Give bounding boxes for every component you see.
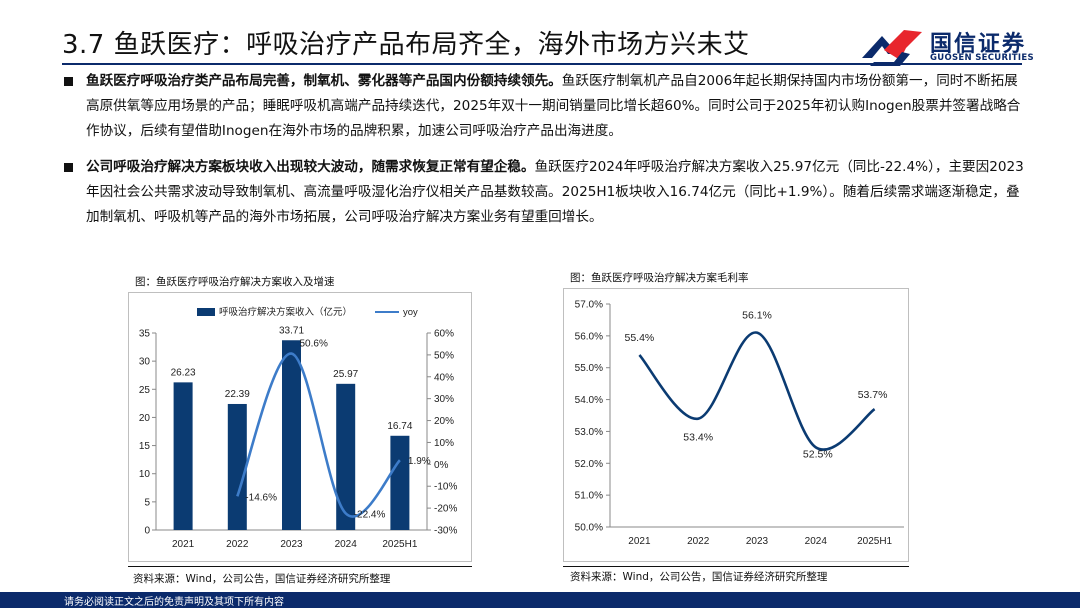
y-axis-tick-label: 52.0% xyxy=(575,459,603,470)
chart-1-source: 资料来源：Wind，公司公告，国信证券经济研究所整理 xyxy=(133,573,391,585)
chart-1-caption: 图：鱼跃医疗呼吸治疗解决方案收入及增速 xyxy=(135,276,335,288)
chart-1-source-rule xyxy=(128,566,472,567)
yoy-point-label: -22.4% xyxy=(354,509,386,520)
left-axis-tick-label: 30 xyxy=(139,357,151,368)
logo-name-en: GUOSEN SECURITIES xyxy=(930,53,1034,63)
yoy-line xyxy=(236,352,401,518)
x-axis-tick-label: 2023 xyxy=(746,536,769,547)
guosen-logo: 国信证券 GUOSEN SECURITIES xyxy=(860,24,1060,68)
revenue-bar-label: 16.74 xyxy=(387,421,412,432)
right-axis-tick-label: 30% xyxy=(434,394,454,405)
paragraph-1: 鱼跃医疗呼吸治疗类产品布局完善，制氧机、雾化器等产品国内份额持续领先。鱼跃医疗制… xyxy=(64,69,1024,144)
right-axis-tick-label: 20% xyxy=(434,416,454,427)
right-axis-tick-label: 0% xyxy=(434,460,449,471)
y-axis-tick-label: 57.0% xyxy=(575,300,603,311)
x-axis-tick-label: 2021 xyxy=(628,536,651,547)
right-axis-tick-label: 50% xyxy=(434,350,454,361)
revenue-bar xyxy=(282,340,301,530)
paragraph-2-lead: 公司呼吸治疗解决方案板块收入出现较大波动，随需求恢复正常有望企稳。 xyxy=(86,159,535,175)
gross-margin-point-label: 53.4% xyxy=(683,432,713,444)
revenue-bar xyxy=(336,383,356,530)
footer-disclaimer: 请务必阅读正文之后的免责声明及其项下所有内容 xyxy=(64,597,284,608)
revenue-bar-label: 26.23 xyxy=(171,367,196,378)
gross-margin-point-label: 53.7% xyxy=(858,389,888,401)
legend-line-label: yoy xyxy=(403,307,418,318)
y-axis-tick-label: 54.0% xyxy=(575,395,603,406)
left-axis-tick-label: 5 xyxy=(144,497,150,508)
revenue-bar-label: 33.71 xyxy=(279,325,304,336)
x-axis-tick-label: 2021 xyxy=(172,539,195,550)
revenue-bar xyxy=(390,435,410,530)
chart-2-frame xyxy=(563,288,909,562)
footer-bar: 请务必阅读正文之后的免责声明及其项下所有内容 xyxy=(0,592,1080,608)
revenue-bar xyxy=(173,382,193,530)
legend-bar-label: 呼吸治疗解决方案收入（亿元） xyxy=(219,306,352,318)
left-axis-tick-label: 25 xyxy=(139,385,151,396)
left-axis-tick-label: 15 xyxy=(139,441,151,452)
gross-margin-point-label: 55.4% xyxy=(625,332,655,344)
revenue-bar-label: 25.97 xyxy=(333,369,358,380)
x-axis-tick-label: 2025H1 xyxy=(382,539,417,550)
paragraph-1-body: 鱼跃医疗制氧机产品自2006年起长期保持国内市场份额第一，同时不断拓展高原供氧等… xyxy=(86,73,1021,139)
x-axis-tick-label: 2025H1 xyxy=(857,536,892,547)
revenue-bar-label: 22.39 xyxy=(225,389,250,400)
square-bullet-icon xyxy=(64,163,73,172)
right-axis-tick-label: -20% xyxy=(434,504,457,515)
x-axis-tick-label: 2024 xyxy=(805,536,828,547)
title-underline xyxy=(62,63,1022,65)
chart-1-svg: 呼吸治疗解决方案收入（亿元） yoy 0 5 10 15 20 25 30 35 -30% -20% -… xyxy=(139,306,458,550)
y-axis-tick-label: 55.0% xyxy=(575,363,603,374)
chart-2-caption: 图：鱼跃医疗呼吸治疗解决方案毛利率 xyxy=(570,272,749,284)
yoy-point-label: -14.6% xyxy=(245,492,277,503)
gross-margin-point-label: 52.5% xyxy=(803,448,833,460)
chart-2-svg: 50.0% 51.0% 52.0% 53.0% 54.0% 55.0% 56.0% 57.0%… xyxy=(575,300,904,547)
yoy-point-label: 50.6% xyxy=(300,339,328,350)
chart-2: 50.0% 51.0% 52.0% 53.0% 54.0% 55.0% 56.0% 57.0%… xyxy=(564,289,908,565)
left-axis-tick-label: 10 xyxy=(139,469,151,480)
right-axis-tick-label: 40% xyxy=(434,372,454,383)
paragraph-2: 公司呼吸治疗解决方案板块收入出现较大波动，随需求恢复正常有望企稳。鱼跃医疗202… xyxy=(64,155,1024,230)
gross-margin-point-label: 56.1% xyxy=(742,310,772,322)
square-bullet-icon xyxy=(64,77,73,86)
logo-name-cn: 国信证券 xyxy=(930,32,1027,57)
y-axis-tick-label: 53.0% xyxy=(575,427,603,438)
chart-2-source-rule xyxy=(563,566,909,567)
paragraph-2-body: 鱼跃医疗2024年呼吸治疗解决方案收入25.97亿元（同比-22.4%），主要因… xyxy=(86,159,1024,225)
left-axis-tick-label: 0 xyxy=(144,526,150,537)
chart-1: 呼吸治疗解决方案收入（亿元） yoy 0 5 10 15 20 25 30 35 -30% -20% -… xyxy=(129,293,471,565)
chart-2-source: 资料来源：Wind，公司公告，国信证券经济研究所整理 xyxy=(570,571,828,583)
x-axis-tick-label: 2022 xyxy=(687,536,710,547)
x-axis-tick-label: 2022 xyxy=(226,539,249,550)
gross-margin-line xyxy=(638,331,876,451)
right-axis-tick-label: -10% xyxy=(434,482,457,493)
left-axis-tick-label: 20 xyxy=(139,413,151,424)
right-axis-tick-label: -30% xyxy=(434,526,457,537)
chart-1-frame xyxy=(128,292,472,562)
legend-bar-swatch xyxy=(197,308,215,316)
yoy-point-label: 1.9% xyxy=(408,456,431,467)
y-axis-tick-label: 50.0% xyxy=(575,523,603,534)
guosen-logo-icon xyxy=(862,30,922,66)
page-title: 3.7 鱼跃医疗：呼吸治疗产品布局齐全，海外市场方兴未艾 xyxy=(62,30,750,60)
paragraph-1-lead: 鱼跃医疗呼吸治疗类产品布局完善，制氧机、雾化器等产品国内份额持续领先。 xyxy=(86,73,562,89)
y-axis-tick-label: 51.0% xyxy=(575,491,603,502)
revenue-bar xyxy=(227,403,247,530)
y-axis-tick-label: 56.0% xyxy=(575,331,603,342)
x-axis-tick-label: 2023 xyxy=(280,539,303,550)
right-axis-tick-label: 60% xyxy=(434,329,454,340)
left-axis-tick-label: 35 xyxy=(139,329,151,340)
right-axis-tick-label: 10% xyxy=(434,438,454,449)
x-axis-tick-label: 2024 xyxy=(335,539,358,550)
